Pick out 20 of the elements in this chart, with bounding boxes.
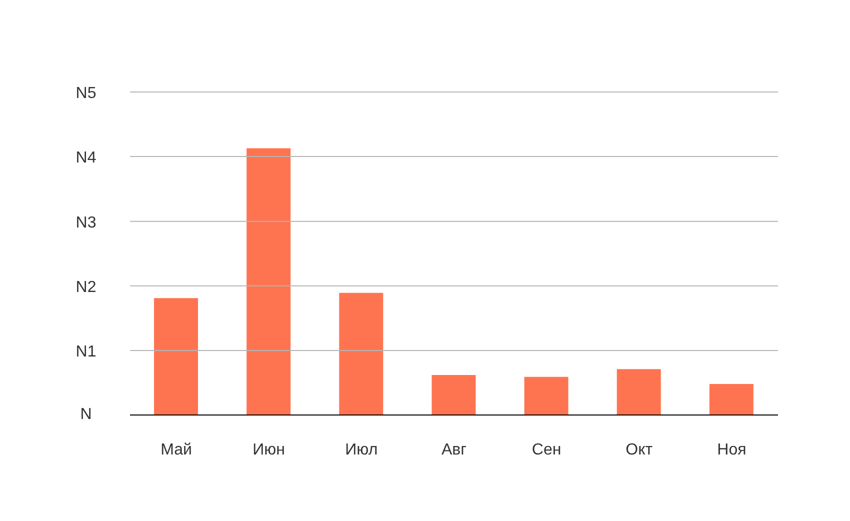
x-tick-label: Ноя: [717, 441, 746, 458]
ref-line-label: N1: [76, 343, 96, 360]
x-tick-label: Май: [160, 441, 192, 458]
bar: [339, 292, 384, 415]
ref-line-label: N5: [76, 85, 96, 102]
bar: [246, 148, 291, 415]
ref-line-label: N4: [76, 150, 96, 167]
bar: [524, 376, 568, 415]
x-tick-label: Июн: [252, 441, 286, 458]
x-tick-label: Авг: [441, 441, 467, 458]
ref-line-label: N3: [76, 214, 96, 232]
bar: [432, 374, 476, 415]
bar: [709, 384, 754, 415]
bar: [154, 298, 198, 415]
x-tick-label: Сен: [532, 441, 562, 458]
text: N: [80, 406, 92, 424]
bar: [616, 369, 661, 415]
x-tick-label: Июл: [345, 441, 378, 458]
x-tick-label: Окт: [626, 441, 654, 458]
ref-line-label: N2: [76, 278, 96, 296]
